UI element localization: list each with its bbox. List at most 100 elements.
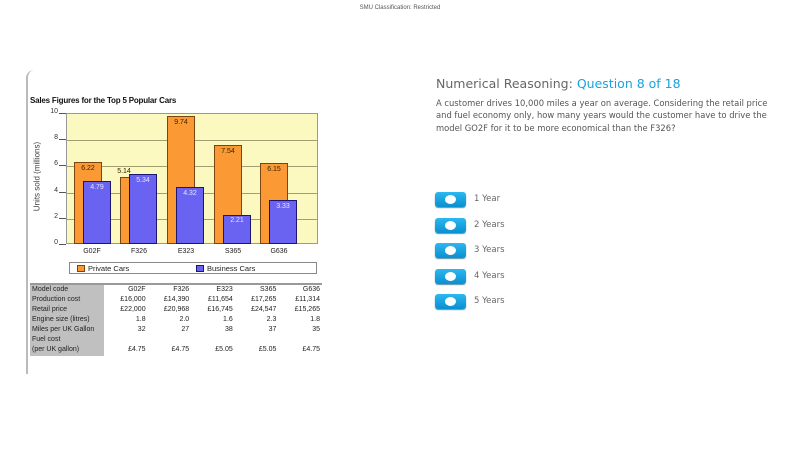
bar-label: 6.15: [267, 166, 281, 173]
table-cell: S365: [260, 286, 277, 293]
x-tick: S365: [224, 248, 242, 255]
row-header: Engine size (litres): [30, 315, 104, 325]
radio-dot-icon: [445, 297, 456, 306]
table-row: Fuel cost (per UK gallon) £4.75 £4.75 £5.…: [30, 335, 322, 356]
table-cell: 2.3: [266, 316, 277, 323]
table-cell: 1.8: [135, 316, 146, 323]
table-row: Miles per UK Gallon 32 27 38 37 35: [30, 325, 322, 335]
answer-option-4[interactable]: 4 Years: [435, 268, 505, 295]
table-row: Production cost £16,000 £14,390 £11,654 …: [30, 295, 322, 305]
x-tick: E323: [177, 248, 195, 255]
x-tick: G636: [270, 248, 288, 255]
row-header-line: (per UK gallon): [32, 346, 80, 353]
bar-business-g02f: [83, 181, 111, 244]
question-text: A customer drives 10,000 miles a year on…: [436, 98, 768, 133]
radio-dot-icon: [445, 195, 456, 204]
table-cell: £20,968: [163, 306, 190, 313]
row-header: Fuel cost (per UK gallon): [30, 335, 104, 356]
legend-swatch-business: [196, 265, 204, 272]
table-cell: £16,745: [207, 306, 233, 313]
radio-button[interactable]: [435, 192, 466, 207]
bar-label: 2.21: [230, 217, 244, 224]
table-cell: 32: [137, 326, 146, 333]
table-cell: £11,654: [207, 296, 233, 303]
table-cell: G02F: [128, 286, 146, 293]
table-cell: £4.75: [128, 346, 146, 353]
legend-item-business: Business Cars: [196, 264, 255, 273]
row-header-line: Fuel cost: [32, 336, 61, 343]
table-cell: E323: [216, 286, 233, 293]
radio-dot-icon: [445, 271, 456, 281]
radio-button[interactable]: [435, 243, 466, 258]
option-label[interactable]: 4 Years: [474, 270, 505, 281]
classification-banner: SMU Classification: Restricted: [359, 5, 441, 11]
bar-label: 5.14: [117, 168, 131, 175]
option-label[interactable]: 2 Years: [474, 219, 505, 230]
car-specs-table: Model code G02F F326 E323 S365 G636 Prod…: [30, 283, 322, 356]
table-cell: 1.8: [310, 316, 320, 323]
table-cell: £22,000: [120, 306, 146, 313]
table-cell: £24,547: [251, 306, 277, 313]
question-number: Question 8 of 18: [576, 76, 681, 91]
table-cell: G636: [302, 286, 320, 293]
table-cell: £4.75: [302, 346, 320, 353]
radio-button[interactable]: [435, 217, 466, 233]
bar-business-e323: [176, 187, 204, 244]
y-tick-mark: [59, 139, 66, 140]
table-cell: £4.75: [171, 346, 190, 353]
table-cell: 27: [181, 326, 190, 333]
bar-business-g636: [269, 200, 297, 244]
row-header: Production cost: [30, 295, 104, 305]
table-cell: £15,265: [294, 306, 320, 313]
bar-business-s365: [223, 215, 251, 244]
y-tick-mark: [59, 192, 66, 193]
bar-label: 6.22: [81, 165, 95, 172]
legend-swatch-private: [77, 265, 85, 272]
table-cell: 1.6: [223, 316, 233, 323]
bar-label: 5.34: [136, 177, 150, 184]
bar-label: 7.54: [221, 148, 235, 155]
x-tick: F326: [131, 248, 147, 255]
panel-border: [26, 70, 28, 374]
option-label[interactable]: 3 Years: [474, 245, 505, 255]
legend-label: Private Cars: [88, 264, 130, 273]
radio-button[interactable]: [435, 294, 466, 309]
y-tick: 10: [50, 108, 58, 115]
y-axis-label: Units sold (millions): [32, 141, 42, 212]
answer-option-2[interactable]: 2 Years: [435, 217, 505, 244]
y-tick-mark: [59, 165, 66, 166]
table-cell: 2.0: [179, 316, 190, 323]
chart-title: Sales Figures for the Top 5 Popular Cars: [30, 96, 177, 105]
bar-label: 4.79: [90, 184, 104, 191]
bar-business-f326: [129, 174, 157, 244]
bar-label: 3.33: [276, 203, 290, 210]
answer-option-1[interactable]: 1 Year: [435, 192, 505, 218]
y-tick: 6: [54, 160, 58, 167]
table-cell: £5.05: [215, 346, 233, 353]
radio-dot-icon: [445, 246, 456, 255]
table-cell: £11,314: [295, 296, 320, 303]
table-row: Model code G02F F326 E323 S365 G636: [30, 284, 322, 295]
legend-item-private: Private Cars: [77, 264, 129, 273]
table-cell: 37: [268, 326, 277, 333]
bar-label: 9.74: [174, 119, 188, 126]
table-row: Retail price £22,000 £20,968 £16,745 £24…: [30, 305, 322, 315]
table-cell: £17,265: [251, 296, 277, 303]
answer-options: 1 Year 2 Years 3 Years 4 Years 5 Years: [435, 192, 505, 320]
table-row: Engine size (litres) 1.8 2.0 1.6 2.3 1.8: [30, 315, 322, 325]
answer-option-5[interactable]: 5 Years: [435, 294, 505, 320]
table-cell: 38: [224, 326, 233, 333]
question-header: Numerical Reasoning: Question 8 of 18: [436, 76, 681, 91]
option-label[interactable]: 1 Year: [474, 194, 501, 204]
table-cell: £16,000: [120, 296, 146, 303]
section-title: Numerical Reasoning:: [436, 76, 573, 91]
y-tick: 8: [54, 134, 58, 141]
radio-button[interactable]: [435, 268, 466, 284]
legend-label: Business Cars: [207, 264, 256, 273]
option-label[interactable]: 5 Years: [474, 296, 505, 306]
chart-legend: Private Cars Business Cars: [69, 262, 317, 274]
y-tick-mark: [59, 113, 66, 114]
y-tick: 0: [54, 239, 58, 246]
answer-option-3[interactable]: 3 Years: [435, 243, 505, 269]
table-cell: F326: [173, 286, 190, 293]
